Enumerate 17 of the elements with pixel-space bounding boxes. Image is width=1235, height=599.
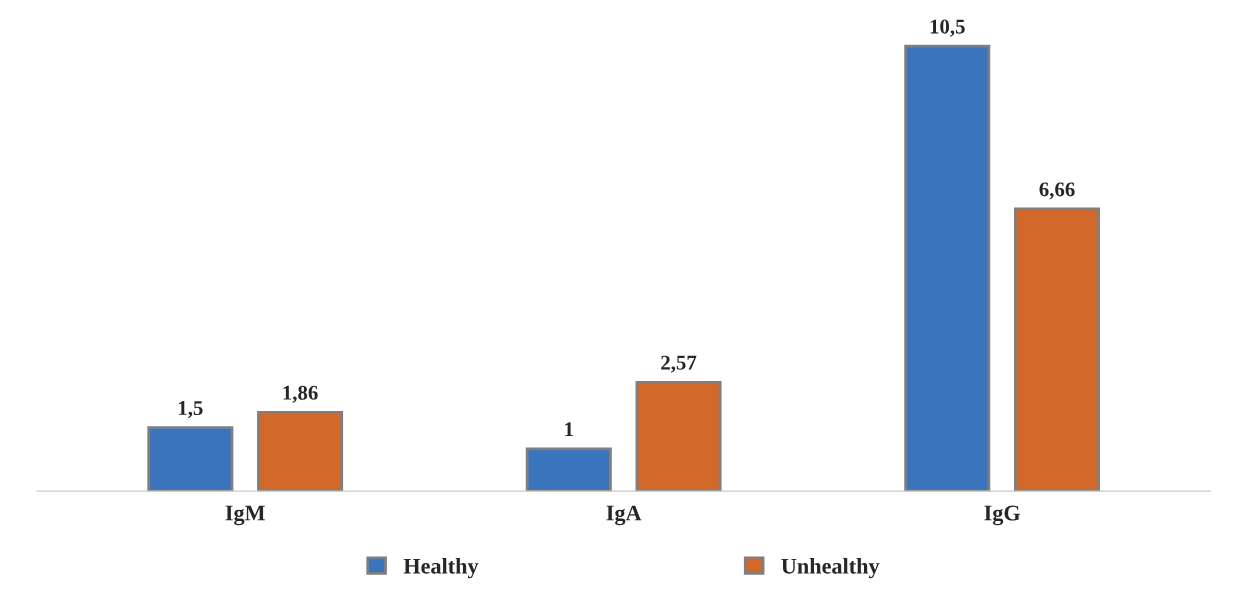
- data-label: 2,57: [661, 355, 697, 373]
- x-tick-label: IgA: [606, 505, 642, 526]
- x-tick-label: IgG: [984, 505, 1021, 526]
- bar: [904, 44, 991, 492]
- legend-label: Healthy: [403, 558, 479, 579]
- data-label: 6,66: [1039, 182, 1075, 200]
- data-label: 1,5: [178, 401, 203, 419]
- bar: [257, 410, 344, 492]
- data-label: 1,86: [283, 385, 318, 403]
- data-label: 10,5: [930, 19, 965, 37]
- bar: [1014, 207, 1101, 492]
- bar: [525, 447, 612, 492]
- bar: [147, 426, 234, 492]
- data-label: 1: [565, 422, 573, 437]
- x-tick-label: IgM: [225, 505, 265, 526]
- bar: [635, 380, 722, 492]
- legend-label: Unhealthy: [781, 558, 880, 579]
